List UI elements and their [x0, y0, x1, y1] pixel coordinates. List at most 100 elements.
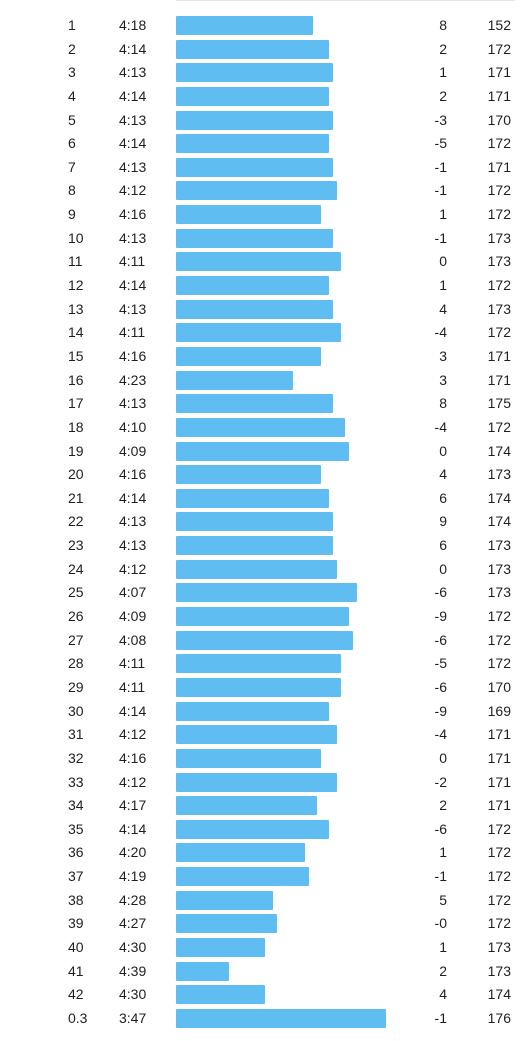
split-pace: 4:14	[119, 702, 147, 719]
split-heart-rate: 171	[487, 726, 511, 743]
split-row: 17 4:13 8 175	[0, 392, 529, 416]
split-row: 34 4:17 2 171	[0, 794, 529, 818]
split-pace: 4:17	[119, 797, 147, 814]
split-km: 12	[68, 277, 84, 294]
split-km: 33	[68, 773, 84, 790]
pace-bar	[176, 39, 329, 59]
split-heart-rate: 172	[487, 915, 511, 932]
split-heart-rate: 169	[487, 702, 511, 719]
split-heart-rate: 171	[487, 87, 511, 104]
split-row: 33 4:12 -2 171	[0, 771, 529, 795]
split-pace: 4:09	[119, 608, 147, 625]
split-heart-rate: 172	[487, 891, 511, 908]
split-elevation: 2	[439, 962, 447, 979]
split-pace: 4:12	[119, 560, 147, 577]
pace-bar	[176, 157, 333, 177]
split-km: 37	[68, 868, 84, 885]
split-km: 8	[68, 182, 76, 199]
split-heart-rate: 171	[487, 347, 511, 364]
split-km: 41	[68, 962, 84, 979]
split-heart-rate: 173	[487, 938, 511, 955]
pace-bar	[176, 394, 333, 414]
split-km: 38	[68, 891, 84, 908]
split-km: 18	[68, 418, 84, 435]
split-km: 2	[68, 40, 76, 57]
split-elevation: -1	[434, 1009, 447, 1026]
split-row: 40 4:30 1 173	[0, 936, 529, 960]
pace-bar	[176, 323, 341, 343]
split-pace: 4:11	[119, 678, 146, 695]
pace-bar	[176, 512, 333, 532]
split-row: 30 4:14 -9 169	[0, 700, 529, 724]
pace-bar	[176, 134, 329, 154]
split-pace: 4:14	[119, 135, 147, 152]
split-pace: 4:28	[119, 891, 147, 908]
split-elevation: 1	[439, 277, 447, 294]
split-elevation: -6	[434, 820, 447, 837]
split-pace: 4:12	[119, 726, 147, 743]
pace-bar	[176, 583, 357, 603]
split-pace: 4:14	[119, 87, 147, 104]
split-row: 11 4:11 0 173	[0, 250, 529, 274]
split-heart-rate: 172	[487, 844, 511, 861]
split-pace: 4:16	[119, 749, 147, 766]
split-elevation: -4	[434, 418, 447, 435]
split-km: 9	[68, 206, 76, 223]
pace-bar	[176, 86, 329, 106]
split-pace: 4:13	[119, 513, 147, 530]
split-row: 8 4:12 -1 172	[0, 179, 529, 203]
split-elevation: 1	[439, 844, 447, 861]
split-row: 23 4:13 6 173	[0, 534, 529, 558]
split-row: 22 4:13 9 174	[0, 510, 529, 534]
split-heart-rate: 172	[487, 324, 511, 341]
split-elevation: 1	[439, 64, 447, 81]
split-km: 17	[68, 395, 84, 412]
split-pace: 4:11	[119, 324, 146, 341]
split-heart-rate: 171	[487, 749, 511, 766]
split-pace: 4:12	[119, 773, 147, 790]
split-elevation: 6	[439, 537, 447, 554]
split-row: 25 4:07 -6 173	[0, 581, 529, 605]
split-row: 36 4:20 1 172	[0, 841, 529, 865]
split-km: 19	[68, 442, 84, 459]
split-heart-rate: 172	[487, 868, 511, 885]
split-km: 31	[68, 726, 84, 743]
split-km: 14	[68, 324, 84, 341]
pace-bar	[176, 299, 333, 319]
split-heart-rate: 173	[487, 253, 511, 270]
split-heart-rate: 173	[487, 537, 511, 554]
splits-table: 1 4:18 8 152 2 4:14 2 172 3 4:13 1 171 4 4:14 2 171 5 4:1…	[0, 14, 529, 1031]
split-km: 27	[68, 631, 84, 648]
pace-bar	[176, 796, 317, 816]
split-elevation: 2	[439, 40, 447, 57]
split-elevation: -6	[434, 678, 447, 695]
split-elevation: 0	[439, 749, 447, 766]
split-heart-rate: 173	[487, 560, 511, 577]
split-elevation: 4	[439, 466, 447, 483]
split-row: 19 4:09 0 174	[0, 440, 529, 464]
split-elevation: 2	[439, 797, 447, 814]
split-pace: 4:27	[119, 915, 147, 932]
split-row: 4 4:14 2 171	[0, 85, 529, 109]
split-elevation: 2	[439, 87, 447, 104]
pace-bar	[176, 1008, 386, 1028]
split-row: 3 4:13 1 171	[0, 61, 529, 85]
pace-bar	[176, 370, 293, 390]
split-row: 27 4:08 -6 172	[0, 629, 529, 653]
split-pace: 4:11	[119, 655, 146, 672]
split-km: 21	[68, 489, 84, 506]
split-elevation: -9	[434, 608, 447, 625]
pace-bar	[176, 559, 337, 579]
split-row: 5 4:13 -3 170	[0, 109, 529, 133]
split-row: 37 4:19 -1 172	[0, 865, 529, 889]
split-heart-rate: 174	[487, 513, 511, 530]
split-km: 36	[68, 844, 84, 861]
top-divider	[176, 0, 515, 1]
split-elevation: -4	[434, 726, 447, 743]
split-pace: 4:12	[119, 182, 147, 199]
split-km: 35	[68, 820, 84, 837]
split-heart-rate: 174	[487, 986, 511, 1003]
split-elevation: 1	[439, 206, 447, 223]
pace-bar	[176, 181, 337, 201]
pace-bar	[176, 654, 341, 674]
